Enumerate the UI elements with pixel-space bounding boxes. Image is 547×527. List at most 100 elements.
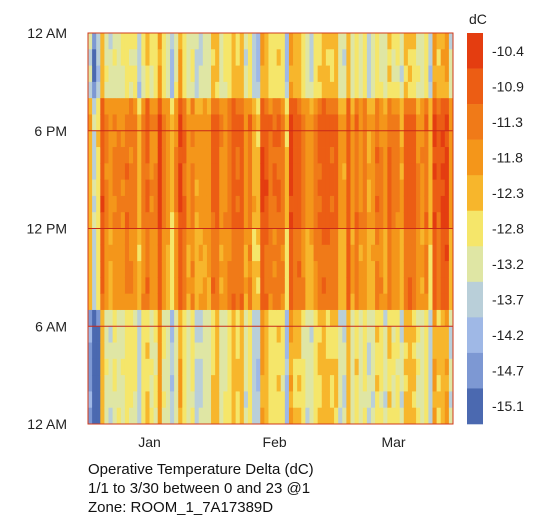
heatmap-cell — [96, 228, 101, 246]
heatmap-cell — [211, 33, 216, 50]
heatmap-cell — [391, 342, 396, 360]
heatmap-cell — [329, 195, 335, 213]
heatmap-cell — [231, 147, 237, 164]
heatmap-cell — [284, 98, 290, 115]
heatmap-cell — [178, 358, 183, 376]
heatmap-cell — [334, 130, 339, 148]
heatmap-cell — [416, 261, 421, 278]
heatmap-cell — [206, 261, 212, 278]
heatmap-cell — [141, 33, 146, 50]
heatmap-cell — [309, 81, 314, 99]
heatmap-cell — [399, 244, 405, 262]
heatmap-cell — [215, 98, 220, 115]
heatmap-cell — [444, 212, 450, 229]
heatmap-cell — [268, 244, 273, 262]
heatmap-cell — [165, 195, 171, 213]
heatmap-cell — [407, 309, 413, 327]
heatmap-cell — [202, 179, 208, 197]
heatmap-cell — [444, 358, 450, 376]
heatmap-cell — [342, 277, 347, 295]
heatmap-cell — [92, 326, 97, 343]
x-tick-label: Feb — [263, 434, 287, 450]
heatmap-cell — [174, 407, 179, 425]
heatmap-cell — [448, 228, 454, 246]
heatmap-cell — [444, 179, 450, 197]
heatmap-cell — [350, 342, 355, 360]
heatmap-cell — [239, 261, 245, 278]
heatmap-cell — [288, 81, 294, 99]
heatmap-cell — [174, 130, 179, 148]
heatmap-cell — [252, 179, 257, 197]
heatmap-cell — [432, 407, 437, 425]
heatmap-cell — [239, 98, 245, 115]
heatmap-cell — [165, 261, 171, 278]
heatmap-cell — [284, 358, 290, 376]
heatmap-cell — [268, 277, 273, 295]
heatmap-cell — [157, 342, 163, 360]
heatmap-cell — [133, 277, 138, 295]
heatmap-cell — [309, 261, 314, 278]
heatmap-cell — [288, 179, 294, 197]
heatmap-cell — [211, 49, 216, 66]
heatmap-cell — [420, 179, 425, 197]
heatmap-cell — [325, 375, 331, 392]
heatmap-cell — [182, 98, 187, 115]
heatmap-cell — [161, 147, 167, 164]
heatmap-cell — [153, 391, 159, 409]
heatmap-cell — [297, 49, 302, 66]
heatmap-cell — [354, 49, 360, 66]
heatmap-cell — [379, 49, 384, 66]
heatmap-cell — [88, 391, 93, 409]
heatmap-cell — [157, 163, 163, 181]
heatmap-cell — [395, 114, 401, 132]
heatmap-cell — [313, 147, 319, 164]
heatmap-cell — [342, 179, 347, 197]
heatmap-cell — [329, 114, 335, 132]
heatmap-cell — [116, 81, 122, 99]
heatmap-cell — [104, 277, 109, 295]
heatmap-cell — [358, 391, 364, 409]
heatmap-cell — [186, 179, 191, 197]
heatmap-cell — [309, 309, 314, 327]
heatmap-cell — [391, 375, 396, 392]
heatmap-cell — [313, 391, 319, 409]
heatmap-cell — [346, 244, 351, 262]
heatmap-cell — [223, 261, 228, 278]
heatmap-cell — [387, 326, 392, 343]
heatmap-cell — [432, 228, 437, 246]
heatmap-cell — [284, 277, 290, 295]
heatmap-cell — [211, 358, 216, 376]
heatmap-cell — [174, 277, 179, 295]
heatmap-cell — [264, 163, 269, 181]
heatmap-cell — [88, 342, 93, 360]
heatmap-cell — [297, 375, 302, 392]
heatmap-cell — [198, 163, 204, 181]
heatmap-cell — [92, 375, 97, 392]
heatmap-cell — [96, 33, 101, 50]
heatmap-cell — [407, 163, 413, 181]
heatmap-cell — [92, 244, 97, 262]
heatmap-cell — [276, 293, 282, 311]
heatmap-cell — [145, 195, 150, 213]
heatmap-cell — [297, 277, 302, 295]
heatmap-cell — [411, 130, 417, 148]
heatmap-cell — [354, 391, 360, 409]
heatmap-cell — [366, 81, 372, 99]
heatmap-cell — [256, 326, 261, 343]
heatmap-cell — [395, 277, 401, 295]
heatmap-cell — [268, 163, 273, 181]
heatmap-cell — [112, 98, 118, 115]
heatmap-cell — [129, 130, 134, 148]
heatmap-cell — [436, 391, 442, 409]
heatmap-cell — [342, 33, 347, 50]
heatmap-cell — [141, 293, 146, 311]
heatmap-cell — [88, 309, 93, 327]
heatmap-cell — [239, 195, 245, 213]
heatmap-cell — [395, 49, 401, 66]
heatmap-cell — [141, 179, 146, 197]
heatmap-cell — [116, 147, 122, 164]
heatmap-cell — [243, 277, 249, 295]
heatmap-cell — [354, 212, 360, 229]
heatmap-cell — [157, 309, 163, 327]
heatmap-cell — [124, 261, 130, 278]
